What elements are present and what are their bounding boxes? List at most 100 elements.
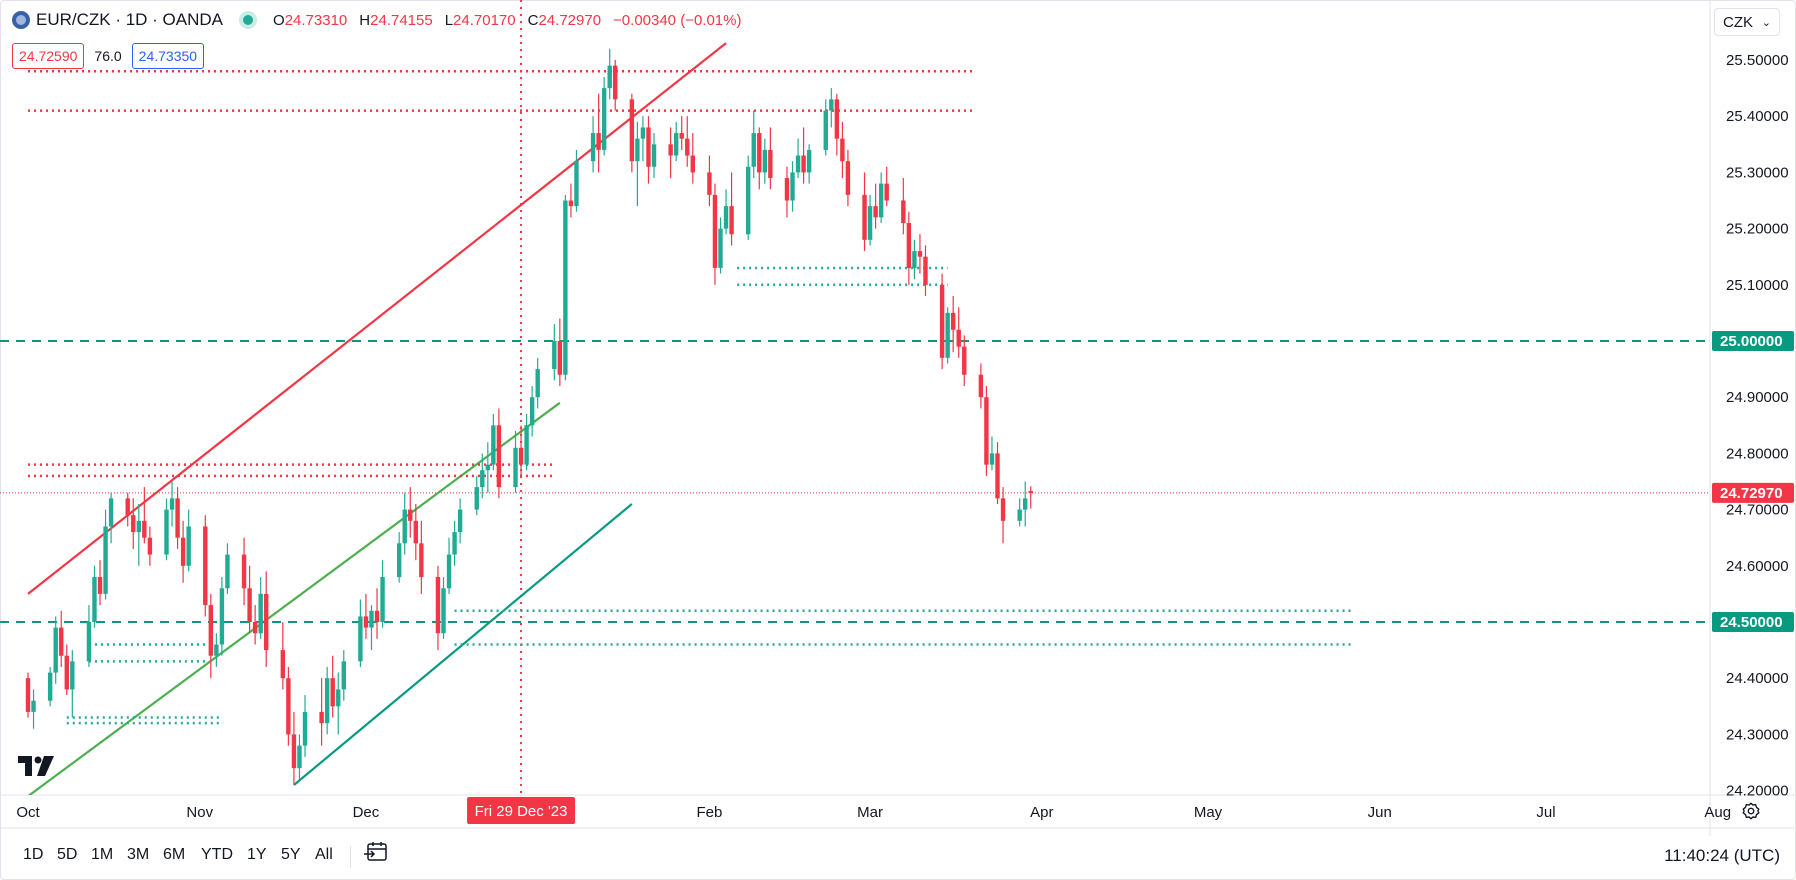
candle-body bbox=[984, 397, 989, 465]
candle-body bbox=[646, 127, 651, 167]
bid-ask-panel: 24.72590 76.0 24.73350 bbox=[12, 43, 205, 69]
range-all-button[interactable]: All bbox=[315, 846, 333, 863]
price-badge bbox=[1712, 482, 1794, 503]
market-status-dot[interactable] bbox=[243, 15, 254, 25]
price-change: −0.00340 (−0.01%) bbox=[613, 11, 742, 29]
candle-body bbox=[978, 374, 984, 398]
symbol-legend: EUR/CZK · 1D · OANDA O24.73310 H24.74155… bbox=[12, 10, 741, 30]
candle-body bbox=[950, 312, 956, 330]
candle-body bbox=[341, 661, 346, 690]
candle-body bbox=[452, 532, 457, 555]
price-tick-label: 25.10000 bbox=[1726, 277, 1789, 294]
ohlc-open: O24.73310 bbox=[273, 11, 348, 29]
candle-body bbox=[336, 689, 341, 707]
ohlc-high: H24.74155 bbox=[359, 11, 433, 29]
bid-button[interactable]: 24.72590 bbox=[12, 43, 85, 69]
candle-body bbox=[363, 616, 369, 628]
range-6m-button[interactable]: 6M bbox=[163, 846, 186, 863]
range-5d-button[interactable]: 5D bbox=[57, 846, 78, 863]
candle-body bbox=[962, 346, 967, 375]
candle-body bbox=[125, 498, 130, 516]
price-tick-label: 24.70000 bbox=[1726, 502, 1789, 519]
candle-body bbox=[801, 155, 806, 173]
globe-icon bbox=[12, 11, 30, 29]
candle-body bbox=[142, 520, 147, 538]
range-1d-button[interactable]: 1D bbox=[23, 846, 44, 863]
ask-button[interactable]: 24.73350 bbox=[131, 43, 205, 69]
plot-area bbox=[0, 0, 1710, 795]
candle-body bbox=[607, 65, 612, 89]
price-tick-label: 24.80000 bbox=[1726, 445, 1789, 462]
candle-body bbox=[164, 509, 169, 555]
ohlc-close: C24.72970 bbox=[527, 11, 602, 29]
range-ytd-button[interactable]: YTD bbox=[201, 846, 233, 863]
candle-body bbox=[485, 464, 491, 471]
candle-body bbox=[446, 554, 452, 589]
candle-body bbox=[912, 251, 917, 268]
range-3m-button[interactable]: 3M bbox=[127, 846, 150, 863]
candle-body bbox=[679, 133, 684, 139]
candlestick-chart[interactable]: 25.50000 25.40000 25.30000 25.20000 25.10000… bbox=[0, 0, 1796, 836]
candle-body bbox=[867, 206, 873, 240]
gear-icon[interactable] bbox=[1740, 800, 1762, 822]
candle-body bbox=[651, 144, 657, 167]
range-1y-button[interactable]: 1Y bbox=[247, 846, 267, 863]
candle-body bbox=[712, 194, 718, 268]
candle-body bbox=[596, 133, 601, 150]
candle-body bbox=[108, 498, 114, 527]
price-tick-label: 24.90000 bbox=[1726, 389, 1789, 406]
candle-body bbox=[574, 161, 579, 207]
utc-clock[interactable]: 11:40:24 (UTC) bbox=[1664, 846, 1780, 865]
candle-body bbox=[668, 144, 673, 156]
chevron-down-icon: ⌄ bbox=[1761, 16, 1771, 29]
candle-body bbox=[806, 149, 812, 173]
candle-body bbox=[103, 526, 108, 594]
calendar-goto-icon[interactable] bbox=[364, 840, 390, 864]
time-tick-label: Nov bbox=[186, 804, 213, 821]
ohlc-low: L24.70170 bbox=[444, 11, 516, 29]
candle-body bbox=[673, 133, 679, 156]
time-tick-label: May bbox=[1194, 804, 1223, 821]
candle-body bbox=[474, 487, 479, 510]
candle-body bbox=[330, 678, 335, 707]
candle-body bbox=[784, 178, 790, 201]
price-tick-label: 25.20000 bbox=[1726, 221, 1789, 238]
crosshair-time-badge bbox=[467, 797, 576, 824]
candle-body bbox=[718, 228, 723, 268]
range-5y-button[interactable]: 5Y bbox=[281, 846, 301, 863]
candle-body bbox=[70, 661, 75, 690]
time-tick-label: Jul bbox=[1536, 804, 1555, 821]
candle-body bbox=[302, 711, 308, 746]
candle-body bbox=[419, 543, 424, 578]
candle-body bbox=[917, 251, 923, 257]
candle-body bbox=[374, 610, 380, 622]
candle-body bbox=[25, 678, 31, 712]
candle-body bbox=[518, 447, 524, 465]
price-tick-label: 25.50000 bbox=[1726, 52, 1789, 69]
candle-body bbox=[768, 149, 773, 179]
candle-body bbox=[707, 172, 712, 195]
candle-body bbox=[435, 577, 441, 634]
trendline-1 bbox=[27, 401, 561, 795]
candle-body bbox=[1023, 498, 1028, 510]
crosshair-time-label: Fri 29 Dec '23 bbox=[475, 803, 568, 820]
candle-body bbox=[629, 99, 635, 162]
price-badge-label: 24.72970 bbox=[1720, 485, 1783, 502]
currency-select[interactable]: CZK ⌄ bbox=[1714, 8, 1780, 36]
candle-body bbox=[64, 655, 69, 690]
candle-body bbox=[751, 133, 756, 167]
candle-body bbox=[496, 425, 502, 488]
candle-body bbox=[995, 453, 1000, 499]
candle-body bbox=[480, 470, 485, 488]
candle-body bbox=[746, 166, 751, 235]
candle-body bbox=[1028, 490, 1033, 493]
candle-body bbox=[906, 222, 912, 268]
candle-body bbox=[175, 498, 180, 538]
candle-body bbox=[297, 745, 302, 769]
symbol-title[interactable]: EUR/CZK · 1D · OANDA bbox=[36, 10, 224, 29]
candle-body bbox=[557, 341, 563, 375]
candle-body bbox=[169, 498, 175, 510]
price-badge bbox=[1712, 612, 1794, 632]
range-1m-button[interactable]: 1M bbox=[91, 846, 114, 863]
price-tick-label: 24.20000 bbox=[1726, 783, 1789, 800]
